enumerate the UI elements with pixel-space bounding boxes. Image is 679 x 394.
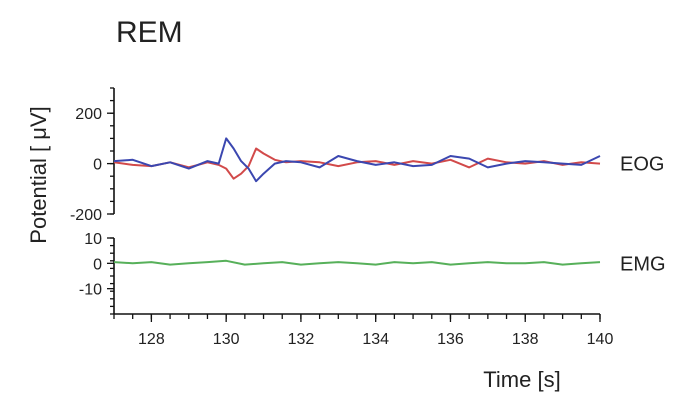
channel-label-emg: EMG xyxy=(620,253,666,275)
y-tick-label: -10 xyxy=(79,282,102,299)
y-tick-label: 200 xyxy=(75,106,102,123)
y-tick-label: 10 xyxy=(84,231,102,248)
panels-group: 200 0 -200 EOG 10 0 -10 EMG 128 130 132 134 136 138 14… xyxy=(70,87,666,348)
x-tick-label: 128 xyxy=(138,331,165,348)
y-tick-label: 0 xyxy=(93,256,102,273)
x-tick-label: 130 xyxy=(213,331,240,348)
y-tick-label: 0 xyxy=(93,157,102,174)
series-eog-1 xyxy=(113,137,601,183)
x-tick-label: 140 xyxy=(587,331,614,348)
x-tick-label: 138 xyxy=(512,331,539,348)
series-emg-0 xyxy=(113,259,601,266)
x-tick-label: 136 xyxy=(437,331,464,348)
y-tick-label: -200 xyxy=(70,207,102,224)
channel-label-eog: EOG xyxy=(620,154,664,176)
chart-title: REM xyxy=(116,16,183,49)
x-tick-label: 132 xyxy=(288,331,315,348)
y-axis-label: Potential [ μV] xyxy=(26,106,51,243)
x-tick-label: 134 xyxy=(362,331,389,348)
x-axis-label: Time [s] xyxy=(483,367,560,392)
series-eog-0 xyxy=(113,147,601,180)
